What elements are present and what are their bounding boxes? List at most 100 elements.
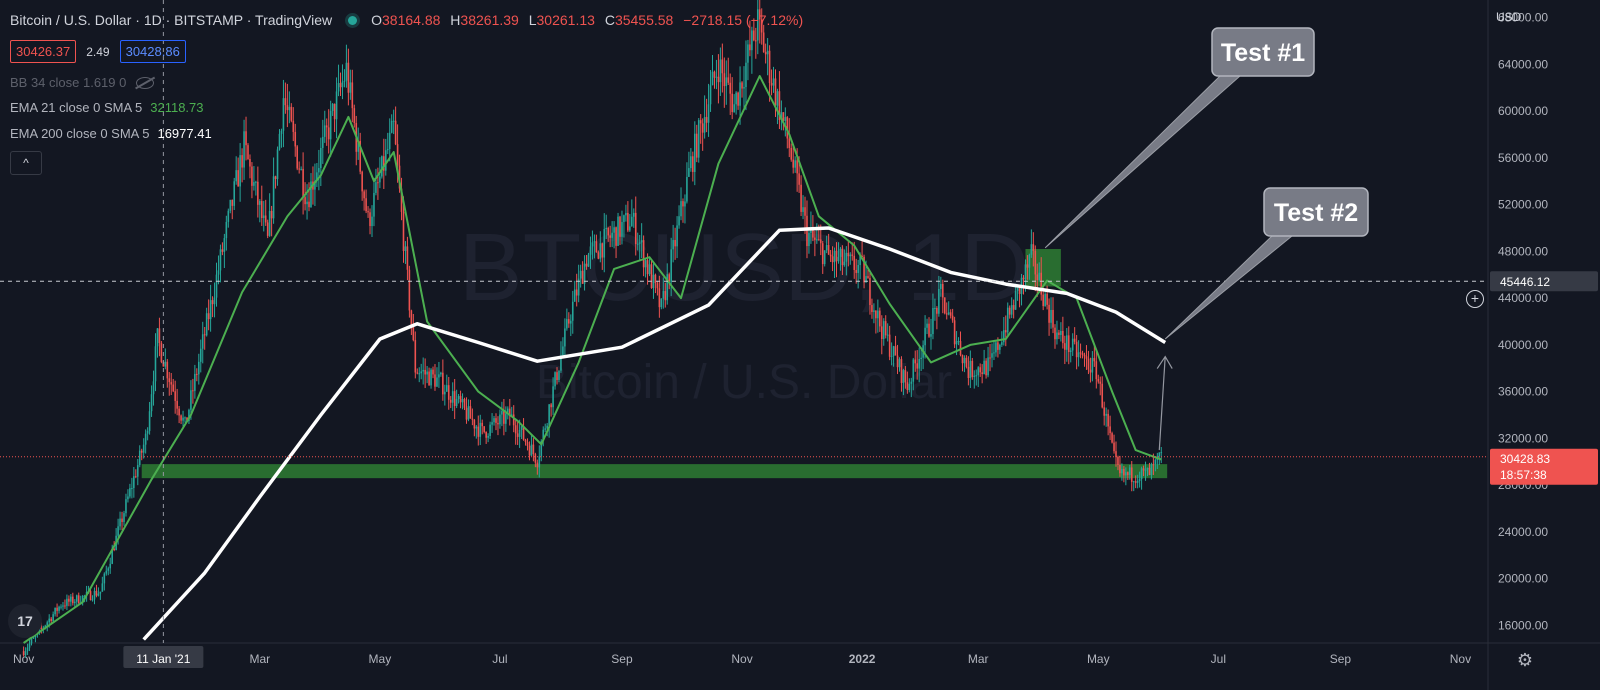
y-tick-label: 56000.00 (1498, 151, 1548, 165)
candle-body (985, 360, 987, 376)
y-tick-label: 24000.00 (1498, 525, 1548, 539)
candle-body (936, 307, 938, 314)
plus-circle-icon[interactable]: + (1466, 290, 1484, 308)
candle-body (971, 360, 974, 377)
candle-body (499, 414, 501, 425)
candle-body (613, 227, 615, 233)
candle-body (851, 254, 854, 256)
candle-body (961, 354, 964, 364)
gear-icon[interactable]: ⚙ (1516, 650, 1534, 670)
callout-box (1263, 187, 1369, 237)
candle-body (717, 76, 720, 83)
candle-body (194, 373, 196, 391)
tradingview-logo[interactable]: 17 (8, 604, 42, 638)
candle-body (825, 245, 828, 251)
candle-body (426, 371, 428, 375)
candle-body (1050, 309, 1052, 323)
candle-body (264, 215, 267, 223)
candle-body (284, 98, 287, 106)
sell-price-button[interactable]: 30426.37 (10, 40, 77, 63)
x-tick-label: 2022 (849, 652, 876, 666)
candle-body (127, 496, 129, 500)
candle-body (298, 168, 300, 170)
candle-body (473, 419, 476, 429)
candle-body (920, 357, 922, 360)
candle-body (581, 270, 584, 284)
candle-body (566, 319, 568, 329)
candle-body (282, 98, 285, 131)
candle-body (400, 188, 403, 212)
last-price-tag (1490, 448, 1598, 485)
candle-body (489, 424, 491, 436)
candle-body (680, 201, 682, 217)
candle-body (650, 264, 653, 288)
candle-body (880, 326, 883, 340)
candle-body (560, 355, 562, 371)
candle-body (174, 391, 176, 401)
candle-body (70, 596, 72, 602)
low-value: 30261.13 (536, 12, 595, 28)
open-value: 38164.88 (382, 12, 441, 28)
candle-body (902, 370, 905, 383)
candle-body (343, 80, 346, 82)
eye-off-icon[interactable] (136, 76, 155, 89)
candle-body (329, 110, 332, 140)
candle-body (1115, 451, 1117, 458)
candle-body (453, 391, 456, 407)
candle-body (530, 444, 533, 456)
candle-body (782, 112, 785, 121)
candle-body (1036, 274, 1039, 281)
candle-body (1054, 327, 1056, 340)
candle-body (981, 372, 983, 375)
candle-body (62, 605, 64, 607)
candle-body (1083, 354, 1086, 357)
candle-body (129, 488, 131, 497)
candle-body (536, 462, 539, 468)
candle-body (611, 232, 613, 238)
candle-body (170, 382, 173, 385)
candle-body (367, 211, 369, 213)
candle-body (827, 245, 830, 255)
symbol-title[interactable]: Bitcoin / U.S. Dollar · 1D · BITSTAMP · … (10, 12, 333, 28)
candle-body (363, 191, 365, 199)
crosshair-date-box (123, 646, 204, 668)
candle-body (568, 319, 570, 324)
candle-body (1091, 358, 1094, 373)
candle-body (60, 606, 62, 608)
candle-body (371, 216, 373, 227)
indicator-bb[interactable]: BB 34 close 1.619 0 (10, 75, 155, 90)
candle-body (1087, 358, 1090, 370)
chevron-up-icon[interactable]: ^ (10, 151, 42, 175)
candle-body (1107, 413, 1109, 427)
candle-body (286, 105, 289, 111)
candle-body (849, 254, 852, 257)
candle-body (451, 391, 454, 403)
candle-body (806, 215, 808, 247)
indicator-ema21[interactable]: EMA 21 close 0 SMA 5 32118.73 (10, 100, 204, 115)
candle-body (241, 155, 243, 168)
high-value: 38261.39 (460, 12, 519, 28)
buy-price-button[interactable]: 30428.86 (119, 40, 186, 63)
candle-body (579, 270, 582, 279)
candle-body (784, 117, 787, 121)
candle-body (518, 430, 521, 437)
candle-body (786, 117, 789, 139)
candle-body (339, 83, 342, 88)
candle-body (991, 353, 993, 358)
candle-body (556, 372, 558, 381)
candle-body (1140, 468, 1143, 480)
candle-body (695, 133, 698, 158)
candle-body (158, 328, 161, 343)
candle-body (963, 357, 966, 364)
candle-body (72, 596, 74, 604)
candle-body (119, 518, 121, 527)
candle-body (197, 361, 200, 375)
candle-body (1152, 464, 1155, 466)
indicator-ema200[interactable]: EMA 200 close 0 SMA 5 16977.41 (10, 126, 212, 141)
currency-label[interactable]: USD (1496, 10, 1522, 24)
candle-body (404, 246, 407, 251)
candle-body (938, 288, 940, 314)
candle-body (723, 73, 726, 87)
